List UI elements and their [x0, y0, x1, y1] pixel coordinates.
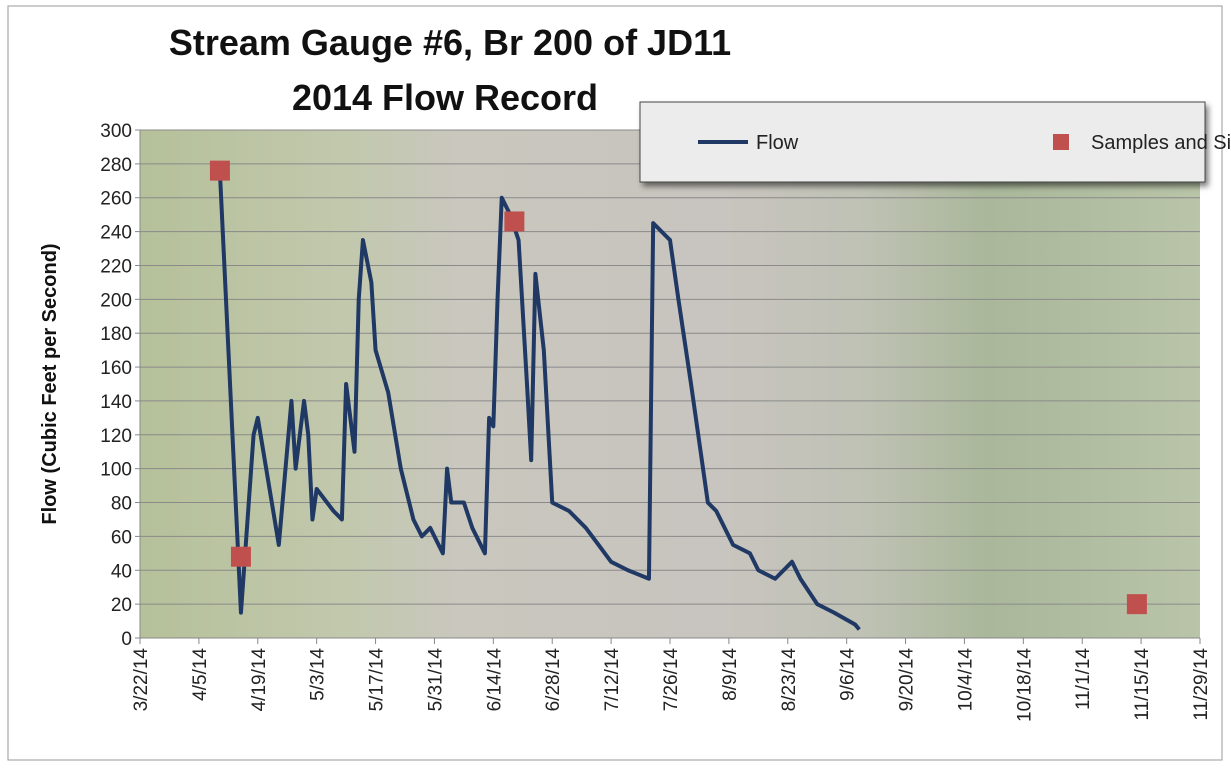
y-tick-label: 0	[121, 629, 132, 650]
y-tick-label: 140	[100, 392, 132, 413]
legend-label: Flow	[756, 132, 799, 154]
y-tick-label: 160	[100, 358, 132, 379]
sample-marker	[231, 547, 251, 567]
y-tick-label: 220	[100, 256, 132, 277]
y-tick-label: 200	[100, 290, 132, 311]
sample-marker	[1127, 594, 1147, 614]
x-tick-label: 4/5/14	[190, 648, 211, 701]
x-tick-label: 10/18/14	[1014, 648, 1035, 722]
y-tick-label: 120	[100, 426, 132, 447]
x-tick-label: 6/28/14	[543, 648, 564, 712]
plot-background	[140, 130, 1200, 638]
x-tick-label: 9/20/14	[897, 648, 918, 712]
chart-title: Stream Gauge #6, Br 200 of JD11	[169, 22, 731, 63]
x-tick-label: 10/4/14	[955, 648, 976, 712]
x-tick-label: 5/17/14	[367, 648, 388, 712]
x-tick-label: 4/19/14	[249, 648, 270, 712]
x-tick-label: 9/6/14	[838, 648, 859, 701]
sample-marker	[210, 161, 230, 181]
y-tick-label: 100	[100, 460, 132, 481]
x-tick-label: 8/23/14	[779, 648, 800, 712]
y-tick-label: 180	[100, 324, 132, 345]
x-tick-label: 8/9/14	[720, 648, 741, 701]
x-tick-label: 5/31/14	[425, 648, 446, 712]
x-tick-label: 11/15/14	[1132, 648, 1153, 721]
x-tick-label: 7/26/14	[661, 648, 682, 712]
x-tick-label: 5/3/14	[308, 648, 329, 701]
chart: Stream Gauge #6, Br 200 of JD11 2014 Flo…	[0, 0, 1231, 768]
y-tick-label: 240	[100, 223, 132, 244]
y-tick-label: 300	[100, 121, 132, 142]
legend-label: Samples and Site Visits	[1091, 132, 1231, 154]
x-tick-label: 3/22/14	[131, 648, 152, 712]
x-tick-label: 11/1/14	[1073, 648, 1094, 710]
y-tick-label: 40	[111, 561, 132, 582]
y-tick-label: 60	[111, 527, 132, 548]
y-tick-label: 20	[111, 595, 132, 616]
legend-swatch	[1053, 134, 1069, 150]
x-tick-label: 11/29/14	[1191, 648, 1212, 721]
chart-subtitle: 2014 Flow Record	[292, 77, 598, 118]
sample-marker	[504, 211, 524, 231]
y-tick-label: 80	[111, 494, 132, 515]
y-tick-label: 280	[100, 155, 132, 176]
page: {"chart_data": { "type": "line", "title"…	[0, 0, 1231, 773]
y-tick-label: 260	[100, 189, 132, 210]
x-tick-label: 7/12/14	[602, 648, 623, 712]
x-tick-label: 6/14/14	[484, 648, 505, 712]
y-axis-label: Flow (Cubic Feet per Second)	[39, 243, 61, 524]
legend: Flow Samples and Site Visits	[640, 102, 1231, 182]
